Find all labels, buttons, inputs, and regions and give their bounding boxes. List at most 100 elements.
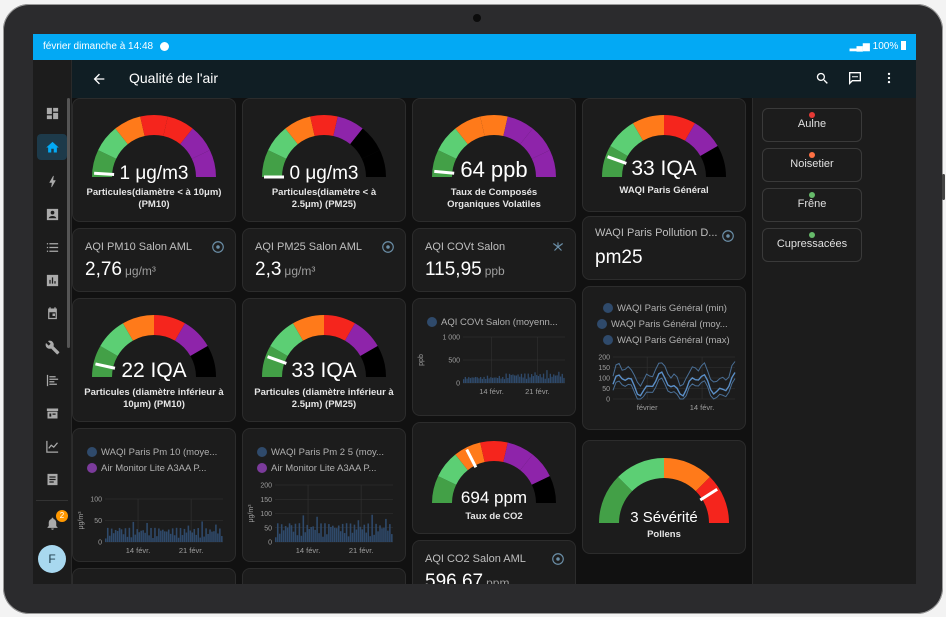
chart-bar bbox=[469, 378, 472, 383]
chart-bar bbox=[209, 529, 211, 542]
legend-item[interactable]: Air Monitor Lite A3AA P... bbox=[257, 463, 376, 474]
history-chart-pm10[interactable]: 100 50 0 μg/m³ 14 févr. 21 févr. bbox=[73, 429, 235, 561]
entity-card-waqi[interactable]: WAQI Paris Pollution D... pm25 bbox=[582, 216, 746, 280]
chart-bar bbox=[502, 376, 504, 383]
chart-bar bbox=[189, 530, 192, 542]
chart-bar bbox=[156, 536, 158, 542]
legend-item[interactable]: AQI COVt Salon (moyenn... bbox=[427, 317, 558, 328]
chart-bar bbox=[546, 370, 548, 383]
chart-card-pm10[interactable]: WAQI Paris Pm 10 (moye... Air Monitor Li… bbox=[72, 428, 236, 562]
gauge-segment bbox=[310, 115, 338, 137]
gauge-needle bbox=[95, 362, 116, 370]
chart-bar bbox=[519, 376, 521, 383]
sidebar-item-history[interactable] bbox=[37, 267, 67, 293]
chart-bar bbox=[355, 529, 358, 542]
gauge-card-pm10[interactable]: 1 μg/m3 Particules(diamètre < à 10μm) (P… bbox=[72, 98, 236, 222]
gauge-needle bbox=[465, 448, 478, 469]
sidebar-item-calendar[interactable] bbox=[37, 300, 67, 326]
chart-bar bbox=[522, 377, 524, 383]
y-tick-label: 150 bbox=[598, 365, 610, 372]
pollen-chip-cupressacees[interactable]: Cupressacées bbox=[762, 228, 862, 262]
history-chart-cov[interactable]: 1 000 500 0 ppb 14 févr. 21 févr. bbox=[413, 299, 575, 415]
pollen-chip-noisetier[interactable]: Noisetier bbox=[762, 148, 862, 182]
search-icon[interactable] bbox=[815, 71, 830, 86]
legend-item[interactable]: WAQI Paris Général (moy... bbox=[597, 319, 728, 330]
y-axis-unit: ppb bbox=[418, 354, 425, 366]
pollen-dot-icon bbox=[809, 192, 815, 198]
assist-icon[interactable] bbox=[847, 70, 863, 86]
chart-bar bbox=[302, 515, 305, 542]
gauge-card-pollens[interactable]: 3 Sévérité Pollens bbox=[582, 440, 746, 554]
air-filter-icon bbox=[552, 553, 564, 565]
chart-bar bbox=[175, 527, 178, 542]
chart-bar bbox=[369, 536, 371, 542]
card-partial[interactable] bbox=[72, 568, 236, 584]
chart-bar bbox=[128, 527, 131, 542]
sidebar-item-energy[interactable] bbox=[37, 168, 67, 194]
sidebar-item-tools[interactable] bbox=[37, 334, 67, 360]
chart-card-waqi[interactable]: WAQI Paris Général (min) WAQI Paris Géné… bbox=[582, 286, 746, 430]
entity-card-cov[interactable]: AQI COVt Salon 115,95 ppb bbox=[412, 228, 576, 292]
gauge-needle bbox=[267, 355, 287, 365]
entity-card-pm10[interactable]: AQI PM10 Salon AML 2,76 μg/m³ bbox=[72, 228, 236, 292]
gauge-segment bbox=[115, 116, 146, 145]
legend-item[interactable]: WAQI Paris Pm 2 5 (moy... bbox=[257, 447, 384, 458]
avatar[interactable]: F bbox=[38, 545, 66, 573]
more-vert-icon[interactable] bbox=[882, 71, 896, 85]
chart-bar bbox=[387, 530, 389, 542]
legend-item[interactable]: WAQI Paris Pm 10 (moye... bbox=[87, 447, 217, 458]
gauge-card-pm25[interactable]: 0 μg/m3 Particules(diamètre < à 2.5μm) (… bbox=[242, 98, 406, 222]
chart-bar bbox=[371, 514, 373, 542]
entity-card-pm25[interactable]: AQI PM25 Salon AML 2,3 μg/m³ bbox=[242, 228, 406, 292]
sidebar-item-stats[interactable] bbox=[37, 433, 67, 459]
gauge-card-cov[interactable]: 64 ppb Taux de Composés Organiques Volat… bbox=[412, 98, 576, 222]
chart-bar bbox=[276, 523, 279, 542]
sidebar-item-home[interactable] bbox=[37, 134, 67, 160]
chart-bar bbox=[491, 377, 494, 383]
sidebar-item-notifications[interactable]: 2 bbox=[37, 510, 68, 536]
chart-bar bbox=[146, 522, 148, 542]
legend-item[interactable]: WAQI Paris Général (min) bbox=[603, 303, 727, 314]
note-icon bbox=[47, 473, 57, 485]
sidebar-item-list[interactable] bbox=[37, 234, 67, 260]
gauge-segment bbox=[519, 454, 550, 486]
home-icon bbox=[45, 141, 59, 152]
gauge-card-co2[interactable]: 694 ppm Taux de CO2 bbox=[412, 422, 576, 534]
pollen-chip-frene[interactable]: Frêne bbox=[762, 188, 862, 222]
sidebar-item-notes[interactable] bbox=[37, 466, 67, 492]
gauge-label: Particules (diamètre inférieur à 10μm) (… bbox=[84, 387, 224, 410]
chart-bar bbox=[345, 523, 348, 542]
sidebar-scrollbar[interactable] bbox=[67, 98, 70, 348]
chart-bar bbox=[486, 375, 489, 383]
gauge-card-iqa10[interactable]: 22 IQA Particules (diamètre inférieur à … bbox=[72, 298, 236, 422]
pollen-chip-aulne[interactable]: Aulne bbox=[762, 108, 862, 142]
gauge-value: 33 IQA bbox=[291, 359, 357, 382]
legend-item[interactable]: WAQI Paris Général (max) bbox=[603, 335, 730, 346]
pollen-dot-icon bbox=[809, 232, 815, 238]
chart-bar bbox=[330, 526, 332, 542]
entity-unit: μg/m³ bbox=[284, 264, 316, 278]
camera bbox=[473, 14, 481, 22]
card-partial[interactable] bbox=[242, 568, 406, 584]
gauge-card-waqi[interactable]: 33 IQA WAQI Paris Général bbox=[582, 98, 746, 212]
legend-dot bbox=[597, 319, 607, 329]
chart-bar bbox=[381, 528, 383, 542]
chart-bar bbox=[466, 378, 468, 383]
legend-label: Air Monitor Lite A3AA P... bbox=[101, 463, 207, 474]
chart-bar bbox=[150, 527, 152, 542]
sidebar-item-persons[interactable] bbox=[37, 201, 67, 227]
chart-bar bbox=[191, 532, 194, 542]
back-arrow-icon[interactable] bbox=[91, 71, 107, 87]
sidebar-item-hacs[interactable] bbox=[37, 400, 67, 426]
gauge-value: 3 Sévérité bbox=[630, 509, 698, 526]
gauge-card-iqa25[interactable]: 33 IQA Particules (diamètre inférieur à … bbox=[242, 298, 406, 422]
sidebar-item-logbook[interactable] bbox=[37, 367, 67, 393]
history-chart-waqi[interactable]: 200 150 100 50 0 février 14 févr. bbox=[583, 287, 745, 429]
chart-card-pm25[interactable]: WAQI Paris Pm 2 5 (moy... Air Monitor Li… bbox=[242, 428, 406, 562]
history-chart-pm25[interactable]: 200 150 100 50 0 μg/m³ 14 févr. 21 févr. bbox=[243, 429, 405, 561]
legend-item[interactable]: Air Monitor Lite A3AA P... bbox=[87, 463, 206, 474]
entity-value: 2,3 μg/m³ bbox=[255, 259, 315, 281]
chart-card-cov[interactable]: AQI COVt Salon (moyenn... 1 000 500 0 ppb 14… bbox=[412, 298, 576, 416]
entity-card-co2[interactable]: AQI CO2 Salon AML 596,67 ppm bbox=[412, 540, 576, 584]
sidebar-item-overview[interactable] bbox=[37, 100, 67, 126]
